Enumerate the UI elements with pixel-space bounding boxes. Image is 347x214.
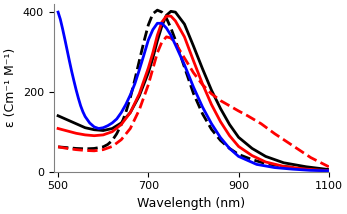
Y-axis label: ε (Cm⁻¹ M⁻¹): ε (Cm⁻¹ M⁻¹) (4, 48, 17, 128)
X-axis label: Wavelength (nm): Wavelength (nm) (137, 197, 245, 210)
